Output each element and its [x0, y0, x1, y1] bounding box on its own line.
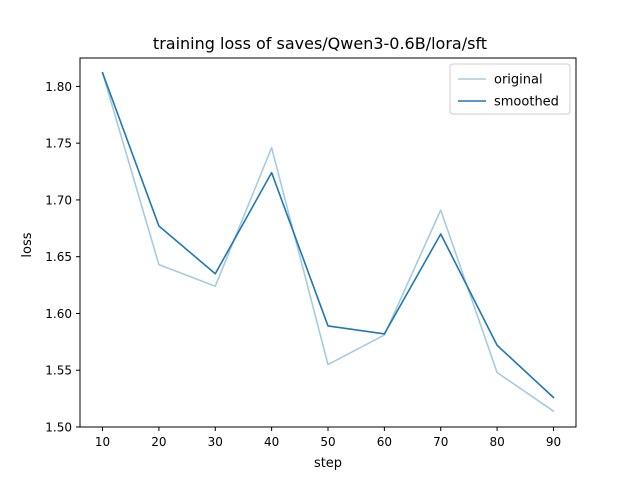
legend-label-smoothed: smoothed: [494, 95, 559, 110]
y-tick-label: 1.80: [45, 80, 72, 94]
y-tick-label: 1.55: [45, 364, 72, 378]
y-tick-label: 1.50: [45, 421, 72, 435]
y-tick-label: 1.65: [45, 250, 72, 264]
x-tick-label: 50: [320, 435, 335, 449]
x-tick-label: 80: [489, 435, 504, 449]
series-line-original: [101, 71, 555, 413]
y-tick-label: 1.60: [45, 307, 72, 321]
y-axis-ticks: 1.50 1.55 1.60 1.65 1.70 1.75 1.80: [45, 80, 80, 435]
x-axis-label: step: [314, 456, 342, 471]
x-tick-label: 10: [95, 435, 110, 449]
x-tick-label: 30: [208, 435, 223, 449]
y-axis-label: loss: [20, 232, 35, 257]
series-lines: [101, 71, 555, 413]
chart-title: training loss of saves/Qwen3-0.6B/lora/s…: [153, 34, 487, 53]
x-tick-label: 70: [433, 435, 448, 449]
plot-frame: [79, 57, 577, 428]
y-tick-label: 1.70: [45, 193, 72, 207]
series-line-smoothed: [101, 71, 555, 399]
x-axis-ticks: 10 20 30 40 50 60 70 80 90: [95, 427, 561, 449]
legend: original smoothed: [449, 63, 571, 115]
legend-label-original: original: [494, 73, 543, 88]
x-tick-label: 60: [377, 435, 392, 449]
x-tick-label: 40: [264, 435, 279, 449]
y-tick-label: 1.75: [45, 137, 72, 151]
x-tick-label: 20: [151, 435, 166, 449]
x-tick-label: 90: [546, 435, 561, 449]
